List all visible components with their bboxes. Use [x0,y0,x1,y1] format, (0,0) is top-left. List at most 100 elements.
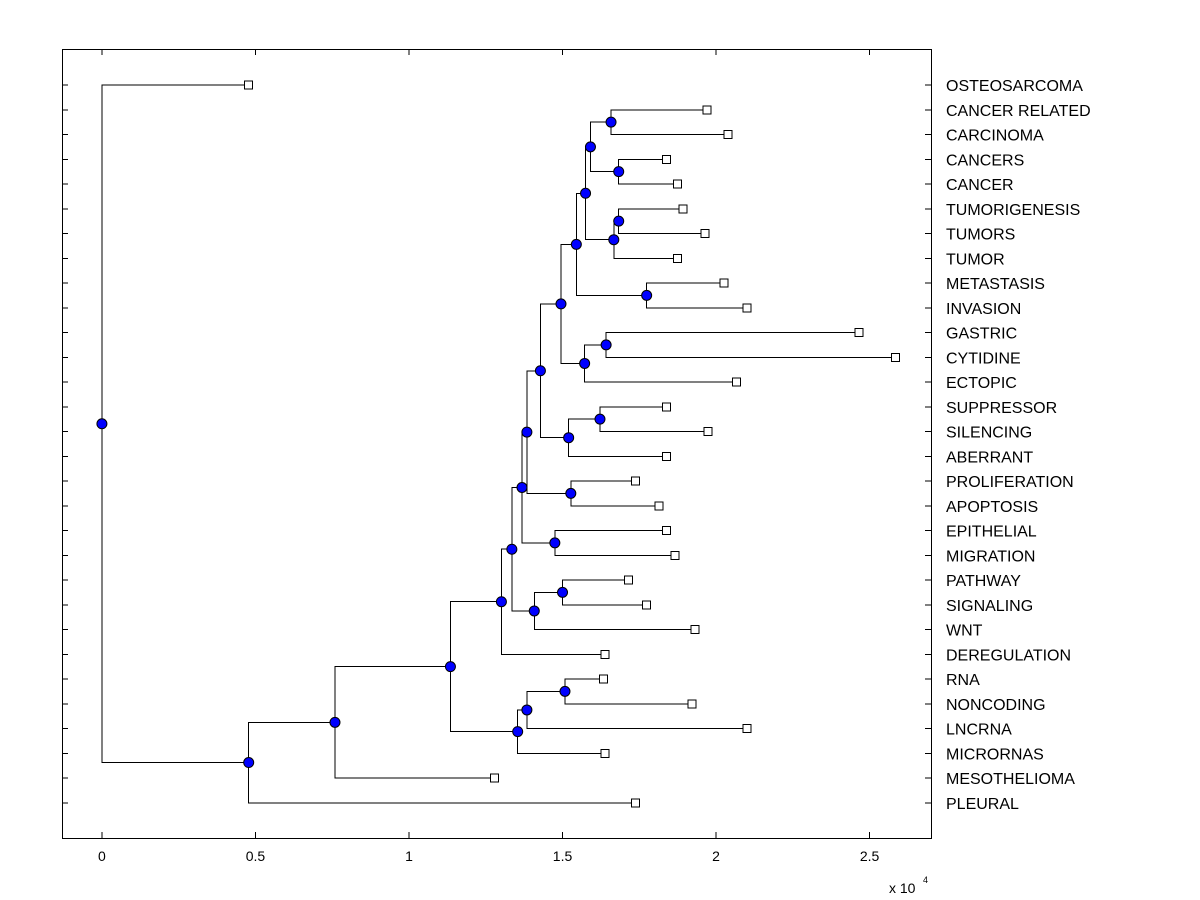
leaf-marker [700,229,710,238]
branch-line [554,530,675,556]
leaf-label: DEREGULATION [946,647,1071,664]
leaf-marker [678,204,688,214]
merge-node [512,726,524,738]
leaf-marker [600,748,610,758]
leaf-label: INVASION [946,301,1021,318]
leaf-label: METASTASIS [946,276,1045,293]
leaf-marker [661,402,671,412]
branch-line [568,418,667,457]
branch-line [526,690,747,729]
merge-node [600,339,612,351]
leaf-marker [661,451,671,461]
merge-node [579,357,591,369]
leaf-label: CANCERS [946,152,1024,169]
plot-frame [62,49,932,839]
x-tick-label: 1.5 [553,848,573,864]
merge-node [613,215,625,227]
leaf-marker [687,699,697,709]
merge-node [495,596,507,608]
leaf-marker [631,476,641,486]
merge-node [521,704,533,716]
branch-line [570,480,660,507]
merge-node [580,187,592,199]
leaf-label: WNT [946,623,983,640]
x-scale-exponent: 4 [923,875,928,885]
leaf-marker [742,724,752,733]
leaf-marker [890,352,900,362]
leaf-label: CANCER [946,177,1014,194]
x-tick-label: 2.5 [860,848,880,864]
leaf-label: GASTRIC [946,326,1017,343]
branch-line [646,282,747,309]
leaf-marker [742,303,752,313]
branch-line [101,84,249,764]
leaf-label: ECTOPIC [946,375,1017,392]
merge-node [516,481,528,493]
dendrogram-nodes [96,116,653,769]
leaf-label: CYTIDINE [946,350,1021,367]
branch-line [248,721,636,804]
branch-line [584,344,737,383]
leaf-marker [600,649,610,659]
leaf-marker [854,328,864,337]
merge-node [605,116,617,128]
leaf-marker [661,154,671,164]
leaf-marker [723,130,733,139]
x-axis-ticks: 0 0.5 1 1.5 2 2.5 [98,49,880,864]
branch-line [334,666,495,779]
merge-node [549,537,561,549]
leaf-label: MIGRATION [946,548,1035,565]
leaf-label: ABERRANT [946,449,1033,466]
merge-node [329,716,341,728]
merge-node [528,605,540,617]
leaf-marker [654,501,664,511]
merge-node [506,543,518,555]
leaf-label: SUPPRESSOR [946,400,1057,417]
leaf-label: TUMOR [946,251,1005,268]
leaf-label: CANCER RELATED [946,103,1091,120]
leaf-marker [702,105,712,115]
branch-line [562,579,647,606]
merge-node [608,234,620,246]
merge-node [96,418,108,430]
leaf-label: PATHWAY [946,573,1021,590]
leaf-label: SIGNALING [946,598,1033,615]
x-tick-label: 1 [405,848,413,864]
dendrogram-branches [101,84,896,804]
leaf-marker [731,377,741,387]
branch-line [613,220,678,259]
leaf-marker [719,278,729,288]
leaf-marker [624,575,634,585]
leaf-marker [703,427,713,436]
leaf-marker [673,179,683,189]
x-tick-label: 0.5 [246,848,266,864]
leaf-marker [690,625,700,634]
merge-node [555,298,567,310]
branch-line [605,332,896,358]
x-tick-label: 0 [98,848,106,864]
merge-node [565,487,577,499]
branch-line [500,548,606,655]
branch-line [564,678,693,705]
branch-line [618,208,705,234]
leaf-label: MESOTHELIOMA [946,771,1075,788]
branch-line [526,370,571,494]
leaf-label: TUMORS [946,227,1015,244]
merge-node [557,586,569,598]
leaf-marker [490,773,500,783]
leaf-marker [631,798,641,808]
merge-node [534,365,546,377]
leaf-labels: OSTEOSARCOMA CANCER RELATED CARCINOMA CANCE… [946,78,1091,813]
merge-node [444,661,456,673]
leaf-label: TUMORIGENESIS [946,202,1080,219]
branch-line [533,591,695,630]
leaf-marker [670,550,680,560]
branch-line [517,709,606,754]
merge-node [563,432,575,444]
leaf-label: OSTEOSARCOMA [946,78,1083,95]
leaf-marker [661,526,671,535]
leaf-label: CARCINOMA [946,128,1044,145]
x-tick-label: 2 [712,848,720,864]
leaf-marker [598,674,608,684]
